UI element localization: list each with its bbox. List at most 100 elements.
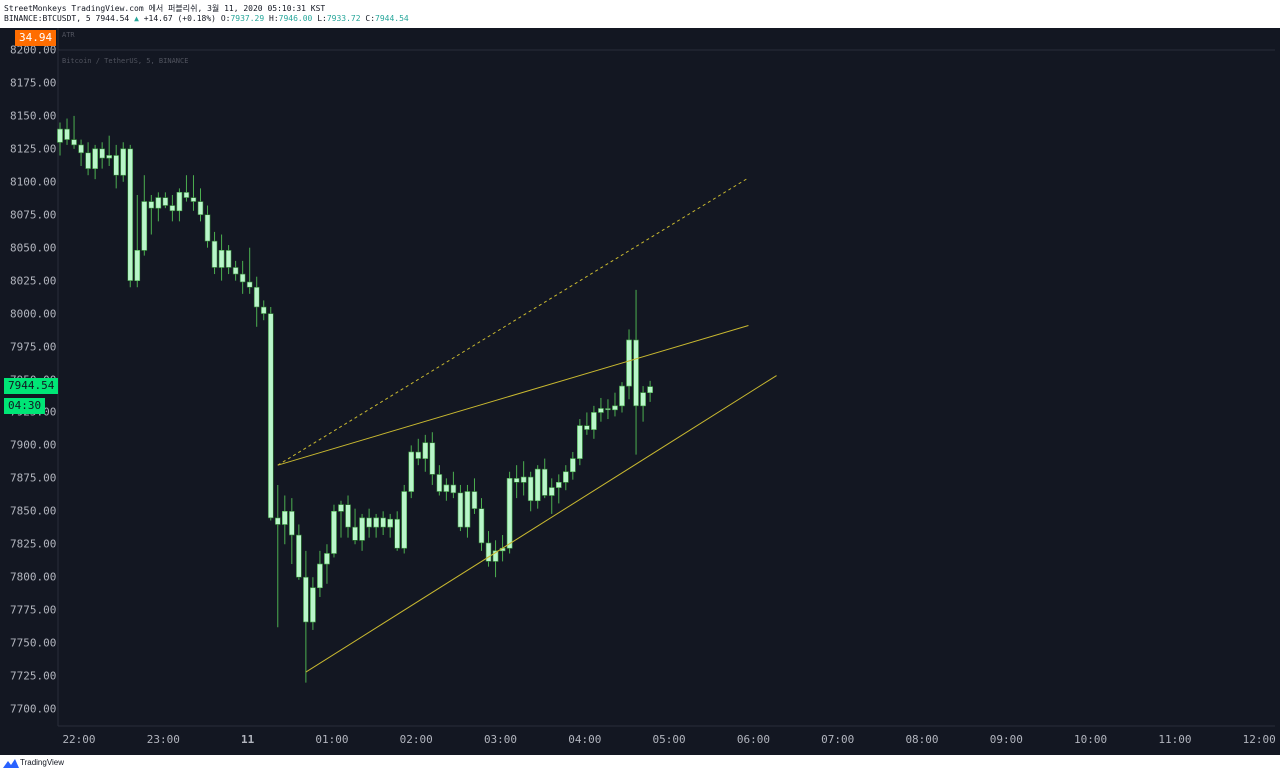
candle-body	[577, 425, 583, 459]
candle-body	[120, 148, 127, 176]
candle-body	[338, 504, 344, 512]
price-chart[interactable]	[0, 28, 1280, 755]
candle-body	[422, 442, 429, 459]
candle	[324, 544, 330, 584]
tradingview-logo-icon[interactable]	[3, 758, 19, 770]
candle-body	[64, 128, 70, 140]
candle	[64, 118, 70, 145]
candle-body	[415, 451, 422, 459]
time-tick-label: 05:00	[652, 733, 686, 746]
candle-body	[555, 482, 562, 488]
symbol-label[interactable]: BINANCE:BTCUSDT, 5	[4, 14, 91, 23]
candle	[183, 175, 190, 202]
candle-body	[605, 408, 611, 411]
time-tick-label: 12:00	[1242, 733, 1276, 746]
candle-body	[527, 476, 534, 502]
time-tick-label: 01:00	[315, 733, 349, 746]
last-price-tag: 7944.54	[4, 378, 59, 394]
candle	[619, 382, 625, 413]
candle-body	[296, 534, 302, 578]
candle	[113, 144, 119, 189]
candle	[443, 478, 450, 501]
candle	[289, 498, 295, 565]
candle	[106, 135, 112, 166]
candle	[232, 260, 239, 281]
candle	[478, 498, 485, 551]
time-tick-label: 06:00	[736, 733, 770, 746]
price-tick-label: 8125.00	[10, 142, 57, 156]
candle-body	[345, 504, 351, 528]
candle	[492, 540, 499, 578]
candle-body	[387, 518, 393, 528]
trendline[interactable]	[305, 375, 777, 673]
candle	[591, 405, 597, 439]
candle	[352, 508, 358, 545]
candle-body	[324, 553, 330, 565]
candle	[598, 397, 604, 422]
price-tick-label: 7825.00	[10, 537, 57, 551]
candle	[584, 412, 590, 435]
candle-body	[162, 197, 169, 206]
candle	[310, 577, 316, 630]
chart-area[interactable]: 8200.00 8175.00 8150.00 8125.00 8100.00 8075.…	[0, 28, 1280, 755]
time-tick-label: 23:00	[146, 733, 180, 746]
candle	[331, 504, 337, 558]
candle	[464, 484, 471, 538]
candle	[211, 231, 218, 275]
candle-body	[429, 442, 436, 475]
candle-body	[408, 451, 415, 492]
trendline[interactable]	[277, 324, 749, 466]
candle-body	[57, 128, 63, 143]
dashed-trendline[interactable]	[277, 177, 749, 466]
time-tick-label: 10:00	[1074, 733, 1108, 746]
candle-body	[197, 201, 204, 216]
candle-body	[92, 148, 98, 169]
price-tick-label: 8000.00	[10, 307, 57, 321]
price-tick-label: 7975.00	[10, 340, 57, 354]
candle-body	[478, 508, 485, 544]
candle	[401, 484, 408, 554]
candle-body	[570, 458, 576, 473]
candle-body	[71, 139, 77, 146]
candle	[373, 513, 379, 538]
low-label: L:	[317, 14, 327, 23]
candle-body	[218, 250, 225, 268]
candle	[577, 419, 583, 466]
candle-body	[647, 386, 653, 393]
candle	[92, 144, 98, 180]
candle	[366, 508, 372, 538]
candle	[345, 495, 351, 538]
candle-body	[640, 392, 646, 407]
brand-label[interactable]: TradingView	[20, 758, 65, 767]
candle	[71, 115, 77, 149]
candle	[155, 192, 162, 222]
time-tick-label: 09:00	[989, 733, 1023, 746]
candle-body	[513, 478, 520, 483]
price-tick-label: 7850.00	[10, 504, 57, 518]
candle	[633, 289, 639, 455]
time-tick-label: 11:00	[1158, 733, 1192, 746]
candle	[134, 194, 141, 288]
candle	[246, 247, 253, 294]
candle-body	[584, 425, 590, 430]
candle	[647, 380, 653, 402]
candle-body	[598, 408, 604, 413]
candle-body	[289, 510, 295, 536]
candle-body	[633, 339, 639, 407]
candle-body	[464, 491, 471, 528]
time-tick-label: 22:00	[62, 733, 96, 746]
candle	[541, 458, 548, 499]
candle-body	[274, 517, 281, 525]
price-tick-label: 8075.00	[10, 208, 57, 222]
candle-body	[506, 478, 513, 549]
candle-body	[612, 405, 618, 411]
candle	[605, 399, 611, 420]
candle-body	[436, 474, 443, 492]
candle-body	[225, 250, 232, 268]
candle-body	[401, 491, 408, 549]
candle-body	[366, 517, 372, 528]
candle	[450, 471, 457, 499]
candle	[415, 438, 422, 466]
candle-body	[211, 240, 218, 268]
candle-body	[183, 192, 190, 198]
